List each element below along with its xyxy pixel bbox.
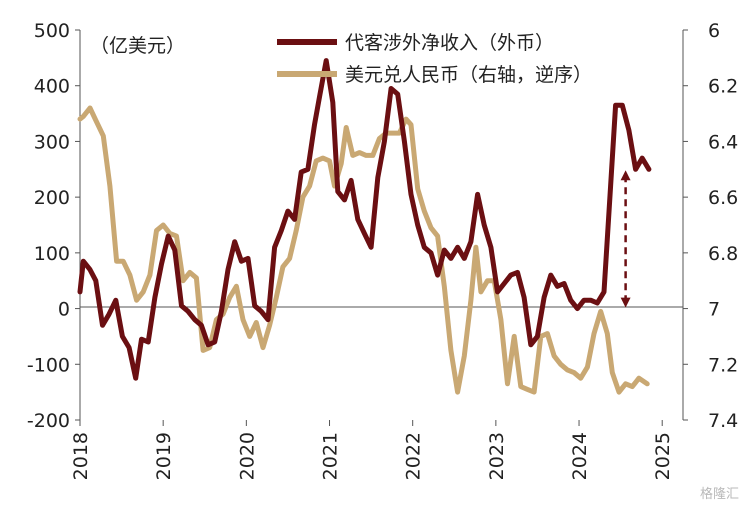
left-tick-label: 200 [34, 187, 70, 209]
unit-label: （亿美元） [90, 35, 185, 57]
series-layer [77, 58, 652, 395]
right-tick-label: 7.2 [708, 354, 738, 376]
left-tick-label: 500 [34, 20, 70, 42]
x-tick-label: 2022 [403, 432, 425, 480]
right-tick-label: 7 [708, 299, 720, 321]
series-line-net-income [77, 58, 652, 381]
left-tick-label: 400 [34, 76, 70, 98]
left-tick-label: -100 [27, 354, 70, 376]
right-tick-label: 6.2 [708, 76, 738, 98]
x-tick-label: 2020 [236, 432, 258, 480]
right-tick-label: 6.4 [708, 131, 738, 153]
x-axis-ticks: 2018 2019 2020 2021 2022 2023 2024 2025 [70, 420, 674, 480]
x-tick-label: 2018 [70, 432, 92, 480]
right-tick-label: 6.6 [708, 187, 738, 209]
right-tick-label: 7.4 [708, 410, 738, 432]
left-tick-label: 0 [58, 299, 70, 321]
series-line-usdcny [77, 105, 650, 395]
right-tick-label: 6 [708, 20, 720, 42]
x-tick-label: 2019 [153, 432, 175, 480]
left-tick-label: -200 [27, 410, 70, 432]
left-tick-label: 100 [34, 243, 70, 265]
x-tick-label: 2024 [569, 432, 591, 480]
legend: 代客涉外净收入（外币） 美元兑人民币（右轴，逆序） [277, 32, 592, 86]
legend-label-net-income: 代客涉外净收入（外币） [345, 32, 554, 54]
x-tick-label: 2025 [652, 432, 674, 480]
left-tick-label: 300 [34, 131, 70, 153]
left-axis-ticks: 500 400 300 200 100 0 -100 -200 [27, 20, 80, 432]
x-tick-label: 2023 [486, 432, 508, 480]
watermark-text: 格隆汇 [700, 486, 739, 502]
x-tick-label: 2021 [320, 432, 342, 480]
legend-label-usdcny: 美元兑人民币（右轴，逆序） [345, 64, 592, 86]
plot-frame [79, 30, 684, 420]
right-axis-ticks: 6 6.2 6.4 6.6 6.8 7 7.2 7.4 [683, 20, 738, 432]
right-tick-label: 6.8 [708, 243, 738, 265]
